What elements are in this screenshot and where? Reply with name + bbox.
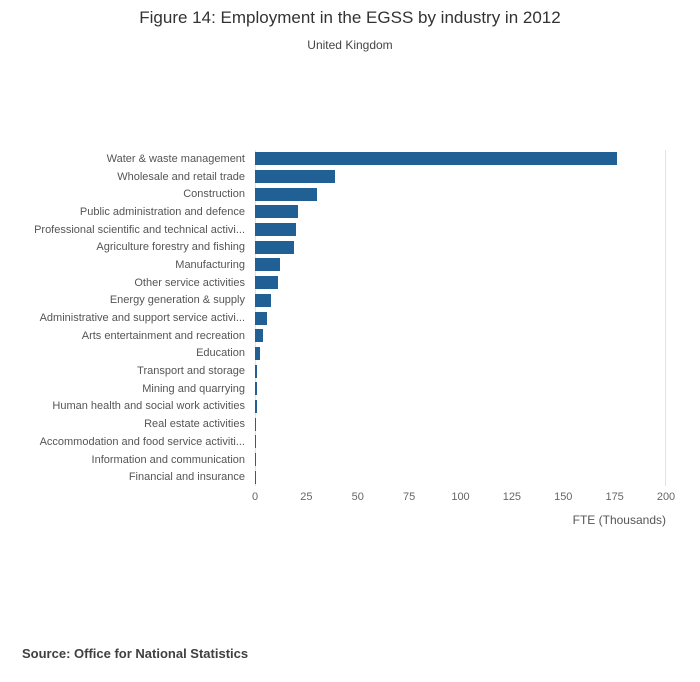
bar xyxy=(255,276,278,290)
bar xyxy=(255,417,256,431)
x-tick-label: 25 xyxy=(300,491,313,504)
category-label: Financial and insurance xyxy=(128,471,245,484)
bar-track xyxy=(255,362,666,380)
bar-track xyxy=(255,150,666,168)
bar-track xyxy=(255,380,666,398)
bar-row: Education xyxy=(10,345,666,363)
category-label: Water & waste management xyxy=(106,152,245,165)
right-border-line xyxy=(665,150,666,487)
category-label: Professional scientific and technical ac… xyxy=(34,223,245,236)
bar-row: Mining and quarrying xyxy=(10,380,666,398)
bar-track xyxy=(255,203,666,221)
x-tick-label: 50 xyxy=(351,491,364,504)
bar-row: Wholesale and retail trade xyxy=(10,168,666,186)
category-label: Public administration and defence xyxy=(79,205,245,218)
bar-row: Agriculture forestry and fishing xyxy=(10,238,666,256)
bar-row: Human health and social work activities xyxy=(10,398,666,416)
bar-track xyxy=(255,221,666,239)
source-text: Source: Office for National Statistics xyxy=(22,646,249,661)
bar-track xyxy=(255,309,666,327)
x-tick-label: 175 xyxy=(605,491,624,504)
bar-row: Administrative and support service activ… xyxy=(10,309,666,327)
bar xyxy=(255,364,258,378)
bar xyxy=(255,382,258,396)
x-tick-label: 200 xyxy=(656,491,676,504)
bar-row: Manufacturing xyxy=(10,256,666,274)
bar-row: Water & waste management xyxy=(10,150,666,168)
bar-track xyxy=(255,256,666,274)
x-axis-label: FTE (Thousands) xyxy=(572,513,666,528)
bar xyxy=(255,205,299,219)
category-label: Arts entertainment and recreation xyxy=(81,329,245,342)
bar-track xyxy=(255,238,666,256)
bar-row: Construction xyxy=(10,185,666,203)
bar-track xyxy=(255,398,666,416)
bar-track xyxy=(255,433,666,451)
x-tick-label: 125 xyxy=(502,491,522,504)
category-label: Agriculture forestry and fishing xyxy=(96,241,245,254)
bar-row: Accommodation and food service activiti.… xyxy=(10,433,666,451)
category-label: Transport and storage xyxy=(137,365,245,378)
bar-track xyxy=(255,468,666,486)
bar-row: Energy generation & supply xyxy=(10,292,666,310)
category-label: Manufacturing xyxy=(175,258,245,271)
category-label: Energy generation & supply xyxy=(109,294,245,307)
x-axis: 0 25 50 75 100 125 150 175 200 xyxy=(251,491,675,507)
bar-track xyxy=(255,345,666,363)
category-label: Construction xyxy=(183,188,245,201)
x-tick-label: 150 xyxy=(554,491,573,504)
bar xyxy=(255,329,264,343)
bar-chart: Water & waste management Wholesale and re… xyxy=(10,150,675,528)
bar-track xyxy=(255,274,666,292)
category-label: Real estate activities xyxy=(144,418,245,431)
bar-track xyxy=(255,168,666,186)
bar-row: Financial and insurance xyxy=(10,468,666,486)
bar-rows: Water & waste management Wholesale and re… xyxy=(10,150,666,486)
bar-track xyxy=(255,327,666,345)
category-label: Education xyxy=(196,347,245,360)
bar xyxy=(255,435,256,449)
category-label: Mining and quarrying xyxy=(142,382,245,395)
bar xyxy=(255,187,317,201)
bar-track xyxy=(255,415,666,433)
bar xyxy=(255,240,295,254)
category-label: Other service activities xyxy=(134,276,245,289)
bar-row: Transport and storage xyxy=(10,362,666,380)
bar xyxy=(255,152,617,166)
x-tick-label: 100 xyxy=(451,491,470,504)
bar-row: Real estate activities xyxy=(10,415,666,433)
bar xyxy=(255,170,336,184)
bar-track xyxy=(255,185,666,203)
plot-region: Water & waste management Wholesale and re… xyxy=(10,150,666,487)
bar xyxy=(255,453,256,467)
bar-row: Arts entertainment and recreation xyxy=(10,327,666,345)
chart-subtitle: United Kingdom xyxy=(307,38,393,52)
bar-row: Public administration and defence xyxy=(10,203,666,221)
category-label: Administrative and support service activ… xyxy=(39,312,245,325)
bar xyxy=(255,223,297,237)
chart-title: Figure 14: Employment in the EGSS by ind… xyxy=(139,8,561,27)
bar-track xyxy=(255,451,666,469)
category-label: Accommodation and food service activiti.… xyxy=(39,435,245,448)
category-label: Human health and social work activities xyxy=(52,400,245,413)
bar-row: Professional scientific and technical ac… xyxy=(10,221,666,239)
x-tick-label: 75 xyxy=(403,491,416,504)
bar-track xyxy=(255,292,666,310)
category-label: Information and communication xyxy=(91,453,245,466)
x-tick-label: 0 xyxy=(251,491,259,504)
bar xyxy=(255,293,272,307)
bar-row: Other service activities xyxy=(10,274,666,292)
bar-row: Information and communication xyxy=(10,451,666,469)
category-label: Wholesale and retail trade xyxy=(117,170,245,183)
bar xyxy=(255,346,261,360)
bar xyxy=(255,311,268,325)
bar xyxy=(255,258,280,272)
bar xyxy=(255,399,258,413)
